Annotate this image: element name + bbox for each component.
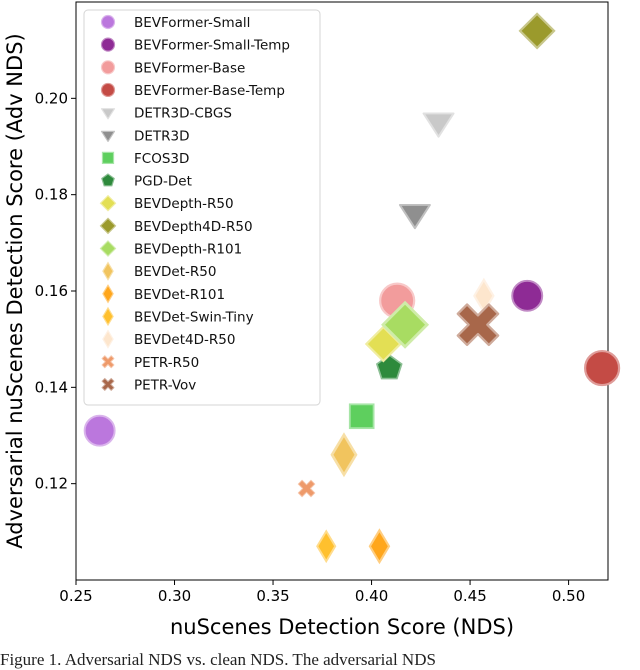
legend-marker xyxy=(101,377,115,391)
legend-label: PETR-Vov xyxy=(134,377,196,393)
x-tick-label: 0.50 xyxy=(552,587,585,605)
data-point xyxy=(456,303,500,347)
legend-marker xyxy=(101,173,115,187)
legend-marker xyxy=(102,329,114,349)
data-point xyxy=(422,112,455,138)
data-point xyxy=(511,279,544,312)
legend-label: BEVDet-R101 xyxy=(134,287,225,303)
legend-label: BEVDepth4D-R50 xyxy=(134,219,253,235)
data-point xyxy=(297,479,316,498)
legend-label: BEVFormer-Base-Temp xyxy=(134,83,285,99)
y-tick-label: 0.16 xyxy=(35,282,68,300)
legend-marker xyxy=(100,14,116,30)
data-point xyxy=(83,414,116,447)
legend-label: BEVFormer-Base xyxy=(134,60,245,76)
legend-label: PGD-Det xyxy=(134,174,192,190)
y-tick-label: 0.14 xyxy=(35,378,68,396)
legend-marker xyxy=(100,82,116,98)
legend-label: BEVDepth-R101 xyxy=(134,242,242,258)
data-markers xyxy=(83,12,621,565)
x-axis-title: nuScenes Detection Score (NDS) xyxy=(170,615,514,639)
legend-marker xyxy=(99,217,117,235)
figure-caption: Figure 1. Adversarial NDS vs. clean NDS.… xyxy=(0,650,436,669)
x-tick-label: 0.40 xyxy=(355,587,388,605)
x-tick-label: 0.45 xyxy=(453,587,486,605)
x-tick-label: 0.25 xyxy=(59,587,92,605)
legend-marker xyxy=(102,284,114,304)
x-tick-label: 0.35 xyxy=(256,587,289,605)
scatter-chart: 0.25 0.30 0.35 0.40 0.45 0.50 0.12 0.14 0.16 0.18… xyxy=(3,1,621,639)
legend-marker xyxy=(100,37,116,52)
data-point xyxy=(330,432,358,478)
data-point xyxy=(348,403,375,430)
legend-marker xyxy=(102,306,114,327)
data-point xyxy=(316,529,337,564)
legend-marker xyxy=(99,194,117,212)
legend-label: PETR-R50 xyxy=(134,355,199,371)
legend: BEVFormer-Small BEVFormer-Small-Temp BEVFo… xyxy=(83,9,321,406)
data-point xyxy=(381,300,430,349)
y-tick-label: 0.12 xyxy=(35,475,68,493)
legend-label: BEVDet-Swin-Tiny xyxy=(134,309,254,325)
data-point xyxy=(583,349,621,387)
legend-marker xyxy=(101,355,115,369)
legend-label: BEVFormer-Small-Temp xyxy=(134,38,290,54)
x-tick-label: 0.30 xyxy=(158,587,191,605)
legend-marker xyxy=(101,151,115,165)
legend-label: DETR3D xyxy=(134,128,190,144)
legend-marker xyxy=(100,108,116,120)
y-axis-title: Adversarial nuScenes Detection Score (Ad… xyxy=(3,33,27,548)
legend-marker xyxy=(102,261,114,281)
legend-label: BEVDepth-R50 xyxy=(134,196,234,212)
legend-marker xyxy=(100,60,116,75)
legend-label: BEVFormer-Small xyxy=(134,15,250,31)
data-point xyxy=(518,12,556,50)
y-tick-label: 0.20 xyxy=(35,89,68,107)
legend-marker xyxy=(99,240,117,257)
data-point xyxy=(368,528,391,565)
legend-label: DETR3D-CBGS xyxy=(134,106,232,122)
legend-label: FCOS3D xyxy=(134,151,189,167)
legend-label: BEVDet4D-R50 xyxy=(134,332,235,348)
y-tick-label: 0.18 xyxy=(35,186,68,204)
legend-label: BEVDet-R50 xyxy=(134,264,216,280)
legend-frame xyxy=(83,9,321,406)
axis-ticks: 0.25 0.30 0.35 0.40 0.45 0.50 0.12 0.14 0.16 0.18… xyxy=(35,89,586,605)
legend-marker xyxy=(100,130,116,143)
data-point xyxy=(398,203,431,230)
